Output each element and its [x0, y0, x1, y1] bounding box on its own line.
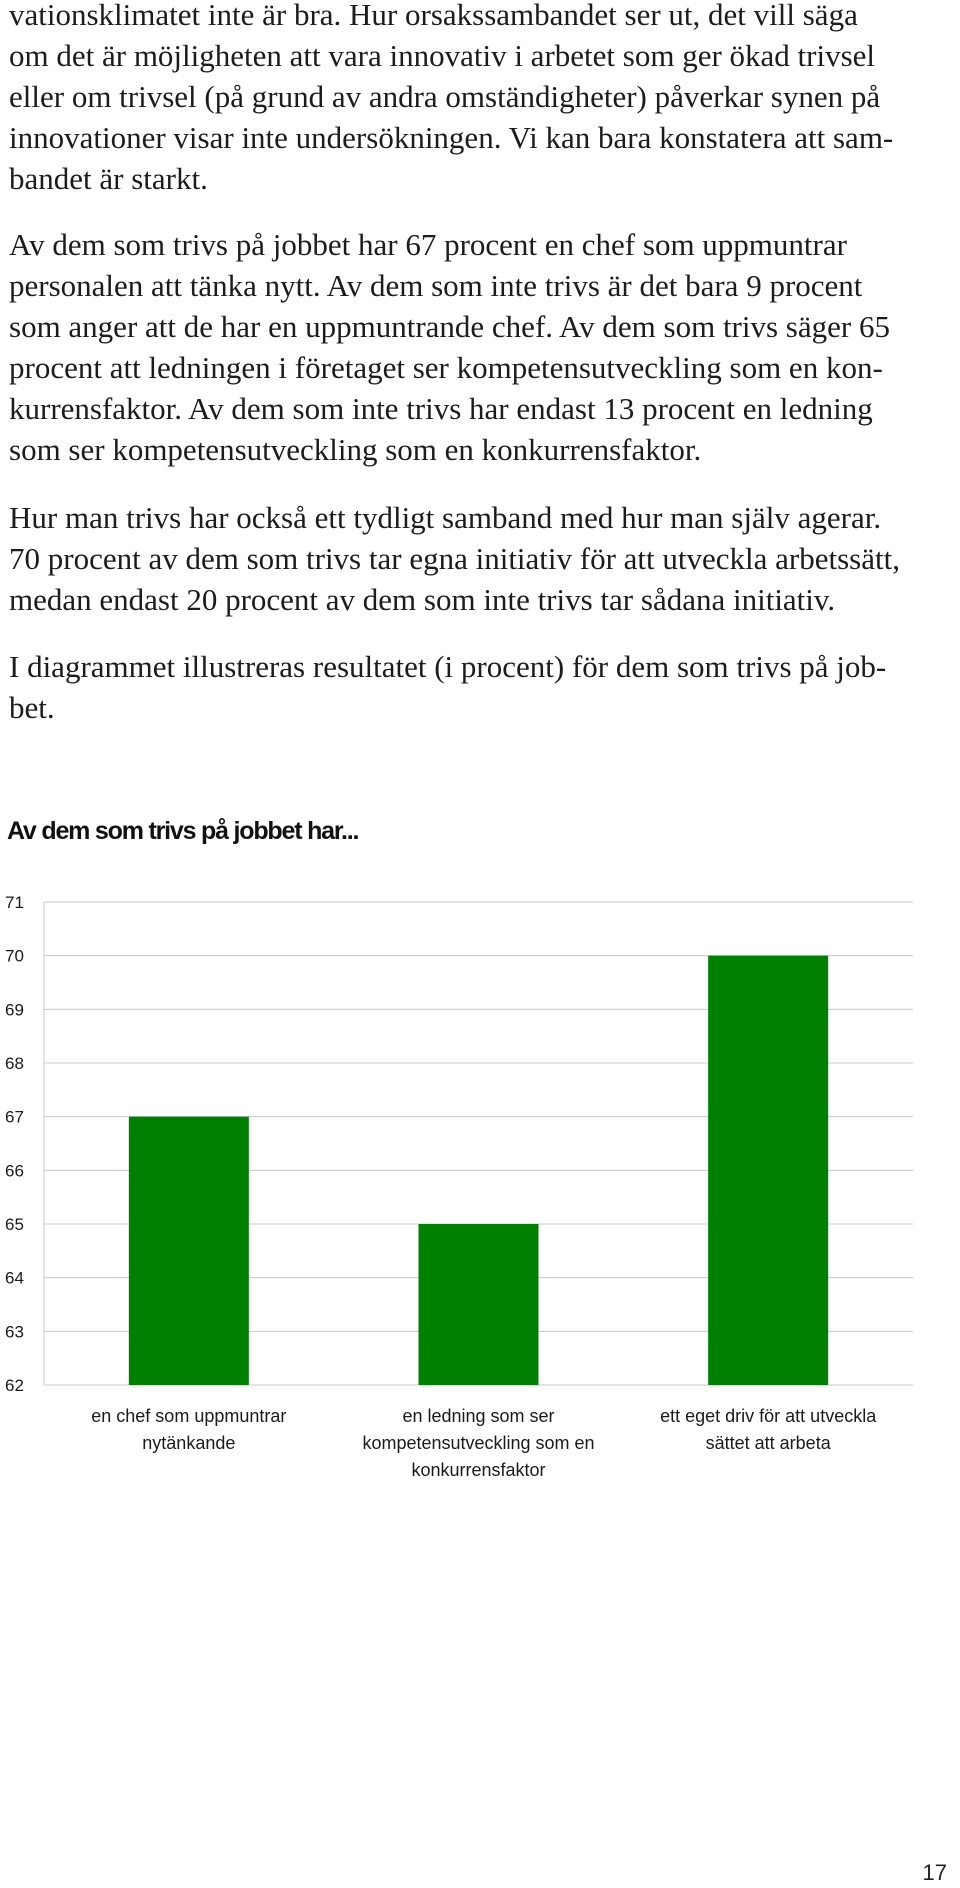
paragraph-3: Hur man trivs har också ett tydligt samb…	[9, 497, 960, 620]
text-line: bet.	[9, 690, 55, 725]
y-tick-label: 66	[5, 1161, 24, 1180]
y-tick-label: 64	[5, 1269, 24, 1288]
text-line: som anger att de har en uppmuntrande che…	[9, 309, 890, 344]
text-line: I diagrammet illustreras resultatet (i p…	[9, 649, 887, 684]
bar-chart: 62 63 64 65 66 67 68 69 70 71 en chef som uppmunt…	[5, 893, 913, 1480]
y-tick-label: 62	[5, 1376, 24, 1395]
y-tick-label: 70	[5, 947, 24, 966]
text-line: Av dem som trivs på jobbet har 67 procen…	[9, 227, 847, 262]
paragraph-2: Av dem som trivs på jobbet har 67 procen…	[9, 224, 960, 470]
text-line: personalen att tänka nytt. Av dem som in…	[9, 268, 863, 303]
text-line: innovationer visar inte undersökningen. …	[9, 120, 894, 155]
text-line: 70 procent av dem som trivs tar egna ini…	[9, 541, 900, 576]
text-line: medan endast 20 procent av dem som inte …	[9, 582, 836, 617]
bar	[708, 955, 829, 1385]
page-number: 17	[922, 1860, 947, 1885]
text-line: vationsklimatet inte är bra. Hur orsakss…	[9, 0, 858, 32]
text-line: bandet är starkt.	[9, 161, 208, 196]
x-axis-category-labels: en chef som uppmuntrar nytänkande en ledni…	[91, 1406, 877, 1480]
x-category-label: en ledning som ser kompetensutveckling so…	[362, 1406, 594, 1480]
y-tick-label: 65	[5, 1215, 24, 1234]
text-line: procent att ledningen i företaget ser ko…	[9, 350, 883, 385]
x-category-label: en chef som uppmuntrar nytänkande	[91, 1406, 286, 1453]
text-line: kurrensfaktor. Av dem som inte trivs har…	[9, 391, 873, 426]
y-tick-label: 63	[5, 1322, 24, 1341]
y-tick-label: 67	[5, 1108, 24, 1127]
y-tick-label: 71	[5, 893, 24, 912]
y-tick-label: 69	[5, 1000, 24, 1019]
text-line: eller om trivsel (på grund av andra omst…	[9, 79, 881, 114]
chart-bars	[128, 955, 829, 1385]
y-axis-tick-labels: 62 63 64 65 66 67 68 69 70 71	[5, 893, 24, 1395]
chart-title: Av dem som trivs på jobbet har...	[7, 817, 359, 845]
y-tick-label: 68	[5, 1054, 24, 1073]
bar	[418, 1224, 539, 1385]
x-category-label: ett eget driv för att utveckla sättet att…	[660, 1406, 877, 1453]
paragraph-4: I diagrammet illustreras resultatet (i p…	[9, 646, 960, 728]
text-line: som ser kompetensutveckling som en konku…	[9, 432, 702, 467]
text-line: om det är möjligheten att vara innovativ…	[9, 38, 876, 73]
text-line: Hur man trivs har också ett tydligt samb…	[9, 500, 882, 535]
bar	[128, 1116, 249, 1385]
paragraph-1: vationsklimatet inte är bra. Hur orsakss…	[9, 0, 960, 199]
